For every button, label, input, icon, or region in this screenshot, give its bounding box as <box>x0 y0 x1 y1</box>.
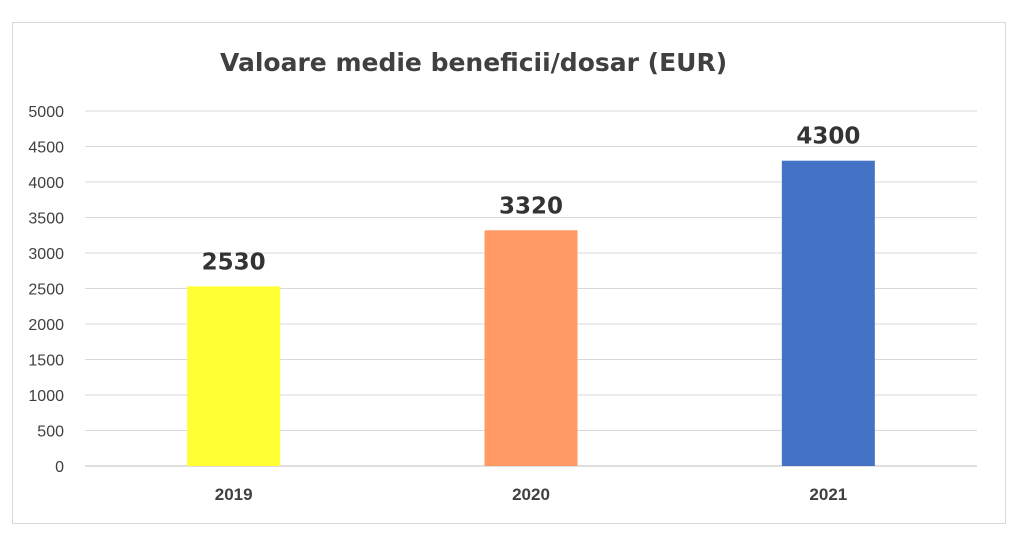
data-label: 4300 <box>796 124 860 150</box>
x-tick-label: 2019 <box>215 485 253 504</box>
chart-title: Valoare medie beneficii/dosar (EUR) <box>220 48 728 77</box>
y-tick-label: 4000 <box>28 175 64 192</box>
data-label: 3320 <box>499 193 563 219</box>
bar-2021 <box>781 160 875 466</box>
y-tick-label: 3500 <box>28 211 64 228</box>
x-tick-label: 2020 <box>512 485 550 504</box>
bar-2020 <box>484 230 578 466</box>
y-tick-label: 2000 <box>28 317 64 334</box>
y-tick-label: 2500 <box>28 282 64 299</box>
x-tick-label: 2021 <box>809 485 847 504</box>
y-tick-label: 0 <box>55 459 64 476</box>
y-tick-label: 5000 <box>28 104 64 121</box>
y-tick-label: 500 <box>37 424 64 441</box>
bar-2019 <box>187 286 281 466</box>
y-tick-label: 1500 <box>28 353 64 370</box>
y-tick-label: 4500 <box>28 140 64 157</box>
data-label: 2530 <box>202 249 266 275</box>
y-tick-label: 3000 <box>28 246 64 263</box>
y-tick-label: 1000 <box>28 388 64 405</box>
